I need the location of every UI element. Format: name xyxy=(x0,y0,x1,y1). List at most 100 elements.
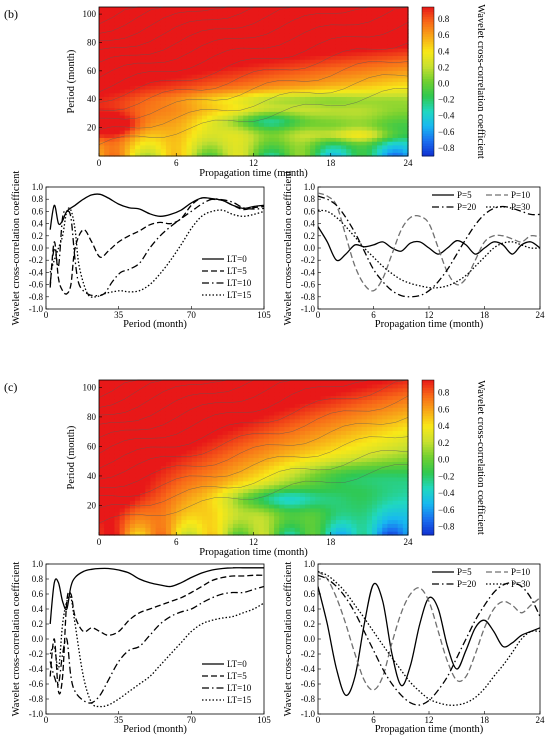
heatmap-cell xyxy=(346,387,352,393)
heatmap-cell xyxy=(366,81,373,86)
heatmap-cell xyxy=(258,504,265,509)
heatmap-cell xyxy=(335,469,342,474)
heatmap-cell xyxy=(248,438,255,443)
heatmap-cell xyxy=(238,103,244,109)
heatmap-cell xyxy=(186,10,193,16)
heatmap-cell xyxy=(274,395,280,400)
heatmap-cell xyxy=(310,383,316,389)
heatmap-cell xyxy=(222,74,229,79)
heatmap-cell xyxy=(263,129,270,135)
heatmap-cell xyxy=(129,7,136,12)
heatmap-cell xyxy=(114,96,121,101)
heatmap-cell xyxy=(202,33,208,38)
heatmap-cell xyxy=(335,100,342,105)
heatmap-cell xyxy=(109,96,116,101)
heatmap-cell xyxy=(129,430,136,435)
heatmap-cell xyxy=(196,25,203,30)
heatmap-cell xyxy=(109,414,116,420)
colorbar-segment xyxy=(422,36,434,40)
heatmap-cell xyxy=(397,438,404,443)
heatmap-cell xyxy=(99,488,105,493)
heatmap-cell xyxy=(382,383,388,389)
heatmap-cell xyxy=(371,115,378,120)
heatmap-cell xyxy=(325,387,332,393)
heatmap-cell xyxy=(217,453,224,459)
heatmap-cell xyxy=(258,527,265,532)
heatmap-cell xyxy=(351,418,358,424)
heatmap-cell xyxy=(268,515,275,521)
heatmap-cell xyxy=(387,10,394,16)
heatmap-cell xyxy=(181,430,188,435)
heatmap-cell xyxy=(268,133,275,138)
y-axis-label: Wavelet cross-correlation coefficient xyxy=(11,171,22,326)
heatmap-cell xyxy=(129,111,136,116)
heatmap-cell xyxy=(279,480,285,486)
heatmap-cell xyxy=(150,111,157,116)
heatmap-cell xyxy=(320,519,327,524)
heatmap-cell xyxy=(279,527,285,532)
heatmap-cell xyxy=(268,383,275,389)
heatmap-cell xyxy=(382,527,388,532)
heatmap-cell xyxy=(165,511,172,517)
heatmap-cell xyxy=(150,122,157,127)
heatmap-cell xyxy=(263,457,270,462)
heatmap-cell xyxy=(104,438,110,443)
heatmap-cell xyxy=(140,96,146,101)
heatmap-cell xyxy=(248,527,255,532)
heatmap-cell xyxy=(356,496,363,501)
heatmap-cell xyxy=(361,7,368,12)
heatmap-cell xyxy=(243,77,249,83)
heatmap-cell xyxy=(387,152,394,157)
heatmap-cell xyxy=(366,55,373,60)
heatmap-cell xyxy=(196,81,203,86)
heatmap-cell xyxy=(114,395,121,400)
heatmap-cell xyxy=(176,126,182,131)
heatmap-cell xyxy=(263,504,270,509)
heatmap-cell xyxy=(356,418,363,424)
heatmap-cell xyxy=(351,488,358,493)
heatmap-cell xyxy=(310,141,316,146)
heatmap-cell xyxy=(145,137,152,142)
heatmap-cell xyxy=(361,465,368,470)
heatmap-cell xyxy=(341,504,347,509)
heatmap-cell xyxy=(104,55,110,60)
heatmap-cell xyxy=(202,14,208,19)
x-axis-label: Propagation time (month) xyxy=(199,168,308,179)
y-tick-label: -0.2 xyxy=(29,255,43,265)
heatmap-cell xyxy=(232,148,239,153)
x-tick-label: 0 xyxy=(97,158,102,168)
heatmap-cell xyxy=(232,457,239,462)
heatmap-cell xyxy=(243,469,249,474)
heatmap-cell xyxy=(356,47,363,53)
heatmap-cell xyxy=(145,434,152,439)
heatmap-cell xyxy=(222,407,229,412)
heatmap-cell xyxy=(99,507,105,513)
heatmap-cell xyxy=(212,407,219,412)
heatmap-cell xyxy=(171,51,177,57)
heatmap-cell xyxy=(155,442,162,447)
heatmap-cell xyxy=(165,519,172,524)
heatmap-cell xyxy=(207,129,213,135)
heatmap-cell xyxy=(227,511,234,517)
heatmap-cell xyxy=(248,473,255,478)
heatmap-cell xyxy=(135,21,141,27)
heatmap-cell xyxy=(243,473,249,478)
heatmap-cell xyxy=(191,81,198,86)
heatmap-cell xyxy=(150,523,157,528)
heatmap-cell xyxy=(361,411,368,416)
heatmap-cell xyxy=(171,411,177,416)
heatmap-cell xyxy=(366,422,373,428)
heatmap-cell xyxy=(238,507,244,513)
heatmap-cell xyxy=(356,44,363,49)
heatmap-cell xyxy=(212,442,219,447)
heatmap-cell xyxy=(402,44,409,49)
heatmap-cell xyxy=(186,103,193,109)
heatmap-cell xyxy=(186,133,193,138)
heatmap-cell xyxy=(330,36,337,42)
heatmap-cell xyxy=(202,407,208,412)
heatmap-cell xyxy=(248,422,255,428)
heatmap-cell xyxy=(222,103,229,109)
heatmap-cell xyxy=(129,137,136,142)
heatmap-cell xyxy=(325,18,332,23)
heatmap-cell xyxy=(99,21,105,27)
